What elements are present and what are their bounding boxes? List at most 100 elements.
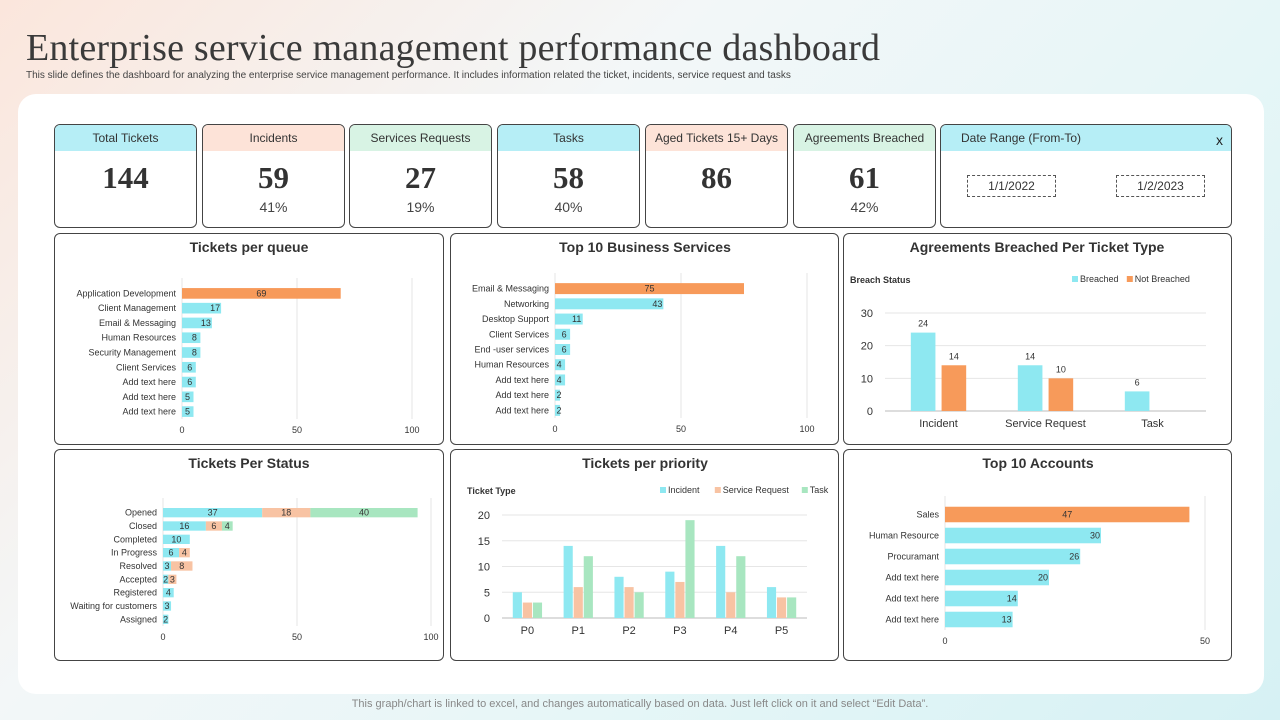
bar-segment <box>179 548 190 558</box>
bar <box>945 527 1101 544</box>
data-label: 2 <box>163 614 168 624</box>
bar <box>182 347 201 358</box>
category-label: Add text here <box>122 377 176 387</box>
date-range-title: Date Range (From-To) <box>961 131 1082 145</box>
bar <box>532 602 543 618</box>
chart-title: Top 10 Accounts <box>982 455 1093 471</box>
category-label: Desktop Support <box>482 314 550 324</box>
bar <box>182 302 222 314</box>
category-label: Email & Messaging <box>99 318 176 328</box>
bar-segment <box>221 521 233 531</box>
bar-segment <box>205 521 222 531</box>
tickets-per-status-svg: Tickets Per Status 0 50 100 Opened 37 18 40 Clos… <box>70 455 438 642</box>
kpi-label: Total Tickets <box>55 125 196 151</box>
y-tick-label: 20 <box>861 341 873 353</box>
bar <box>555 404 561 416</box>
bar-segment <box>310 508 418 518</box>
bar <box>945 548 1081 565</box>
x-tick-label: P5 <box>775 625 788 637</box>
close-icon[interactable]: x <box>1216 132 1223 148</box>
top-business-services-svg: Top 10 Business Services 0 50 100 Email & Me… <box>472 239 815 434</box>
data-label: 26 <box>1069 552 1079 562</box>
bar <box>182 332 201 344</box>
kpi-value: 86 <box>701 160 732 195</box>
kpi-card-agreements-breached[interactable]: Agreements Breached 61 42% <box>793 124 936 228</box>
bar-segment <box>163 561 172 571</box>
data-label: 8 <box>192 333 197 343</box>
bar <box>910 332 936 411</box>
kpi-card-aged-tickets[interactable]: Aged Tickets 15+ Days 86 <box>645 124 788 228</box>
legend-swatch <box>660 487 666 493</box>
category-label: Add text here <box>122 407 176 417</box>
category-label: Add text here <box>885 573 939 583</box>
chart-top-business-services: Top 10 Business Services 0 50 100 Email & Me… <box>450 233 839 445</box>
kpi-card-tasks[interactable]: Tasks 58 40% <box>497 124 640 228</box>
data-label: 6 <box>562 345 567 355</box>
chart-title: Tickets Per Status <box>188 455 309 471</box>
bar-segment <box>163 521 206 531</box>
bar <box>555 283 744 295</box>
category-label: Client Services <box>116 362 177 372</box>
bar <box>555 328 571 340</box>
data-label: 75 <box>644 284 654 294</box>
data-label: 17 <box>210 303 220 313</box>
x-tick-label: P0 <box>521 625 534 637</box>
category-label: Add text here <box>122 392 176 402</box>
data-label: 2 <box>163 574 168 584</box>
category-label: Registered <box>113 588 157 598</box>
date-to-field[interactable]: 1/2/2023 <box>1116 175 1205 197</box>
bar <box>182 406 194 417</box>
kpi-label: Agreements Breached <box>794 125 935 151</box>
kpi-card-incidents[interactable]: Incidents 59 41% <box>202 124 345 228</box>
category-label: Waiting for customers <box>70 601 157 611</box>
bar <box>941 365 967 411</box>
bar <box>182 361 196 373</box>
data-label: 69 <box>256 288 266 298</box>
legend-label: Service Request <box>723 485 790 495</box>
data-label: 3 <box>165 601 170 611</box>
page-title: Enterprise service management performanc… <box>26 27 881 69</box>
chart-subtitle: Ticket Type <box>467 486 516 496</box>
data-label: 4 <box>557 360 562 370</box>
data-label: 11 <box>572 314 581 324</box>
data-label: 14 <box>1025 351 1035 361</box>
agreements-breached-svg: Agreements Breached Per Ticket Type Breac… <box>850 239 1206 430</box>
bar-segment <box>171 561 193 571</box>
kpi-card-total-tickets[interactable]: Total Tickets 144 <box>54 124 197 228</box>
category-label: Human Resources <box>474 360 549 370</box>
x-tick-label: 0 <box>942 636 947 646</box>
data-label: 4 <box>166 588 171 598</box>
x-tick-label: Task <box>1141 418 1164 430</box>
bar <box>182 288 341 299</box>
chart-top-accounts: Top 10 Accounts 0 50 Sales 47 Human Resource 3… <box>843 449 1232 661</box>
page-subtitle: This slide defines the dashboard for ana… <box>26 70 791 81</box>
x-tick-label: 0 <box>179 425 184 435</box>
category-label: Human Resources <box>101 333 176 343</box>
legend-label: Incident <box>668 485 700 495</box>
category-label: Email & Messaging <box>472 284 549 294</box>
data-label: 6 <box>169 548 174 558</box>
x-tick-label: 50 <box>1200 636 1210 646</box>
category-label: Completed <box>113 534 157 544</box>
date-from-field[interactable]: 1/1/2022 <box>967 175 1056 197</box>
bar <box>665 571 675 618</box>
top-accounts-svg: Top 10 Accounts 0 50 Sales 47 Human Resource 3… <box>869 455 1210 646</box>
data-label: 24 <box>918 319 928 329</box>
bar <box>555 359 566 371</box>
bar-segment <box>262 508 311 518</box>
data-label: 8 <box>192 348 197 358</box>
chart-title: Agreements Breached Per Ticket Type <box>910 239 1165 255</box>
category-label: Add text here <box>495 390 549 400</box>
kpi-label: Services Requests <box>350 125 491 151</box>
bar <box>685 520 695 618</box>
x-tick-label: P2 <box>622 625 635 637</box>
kpi-card-services-requests[interactable]: Services Requests 27 19% <box>349 124 492 228</box>
y-tick-label: 0 <box>867 406 873 418</box>
kpi-value: 59 <box>258 160 289 195</box>
legend-swatch <box>1126 276 1133 282</box>
data-label: 3 <box>170 574 175 584</box>
data-label: 4 <box>225 521 230 531</box>
bar-segment <box>163 601 172 611</box>
data-label: 30 <box>1090 531 1100 541</box>
bar <box>563 545 573 618</box>
